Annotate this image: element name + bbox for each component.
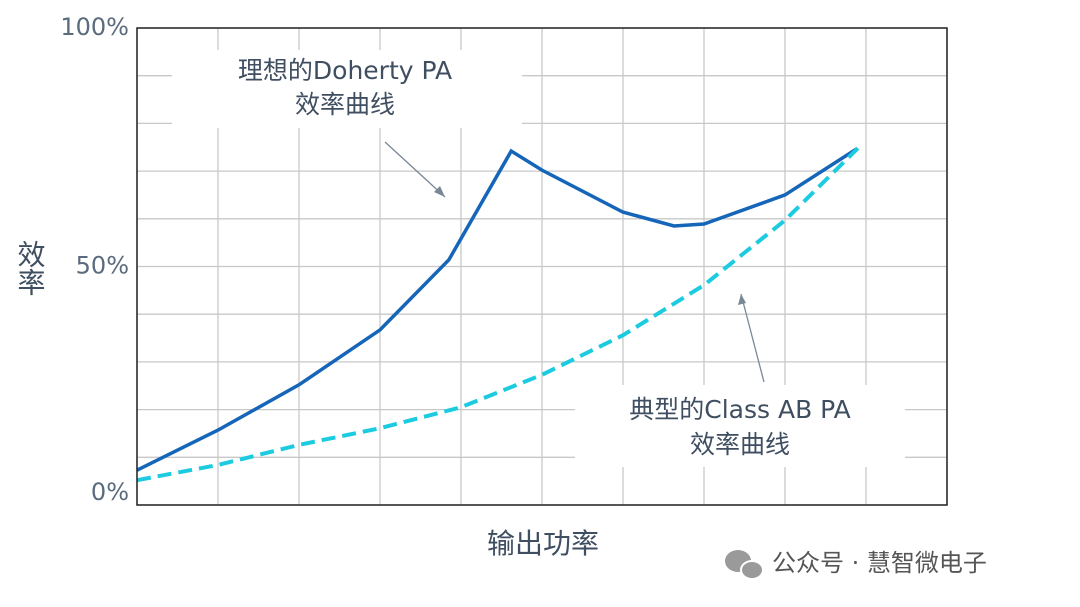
annotation: 理想的Doherty PA xyxy=(238,56,452,85)
y-axis-label: 效率 xyxy=(14,240,47,296)
arrow xyxy=(740,293,765,383)
line-series xyxy=(136,147,858,472)
x-axis-label: 输出功率 xyxy=(487,527,599,560)
annotation: 效率曲线 xyxy=(690,430,790,459)
arrow-head xyxy=(434,186,445,197)
arrow-head xyxy=(738,294,746,305)
watermark: 公众号 · 慧智微电子 xyxy=(772,549,987,577)
wechat-icon xyxy=(725,550,764,580)
y-tick-label: 50% xyxy=(76,252,129,280)
y-tick-label: 100% xyxy=(60,13,129,41)
annotation: 典型的Class AB PA xyxy=(629,395,851,424)
arrow xyxy=(384,141,446,198)
plot-frame xyxy=(136,27,948,506)
annotation-box xyxy=(172,50,522,128)
lines xyxy=(136,146,860,483)
annotation: 效率曲线 xyxy=(295,90,395,119)
annotation-box xyxy=(575,385,905,467)
y-tick-label: 0% xyxy=(91,478,129,506)
line-series xyxy=(136,146,860,483)
